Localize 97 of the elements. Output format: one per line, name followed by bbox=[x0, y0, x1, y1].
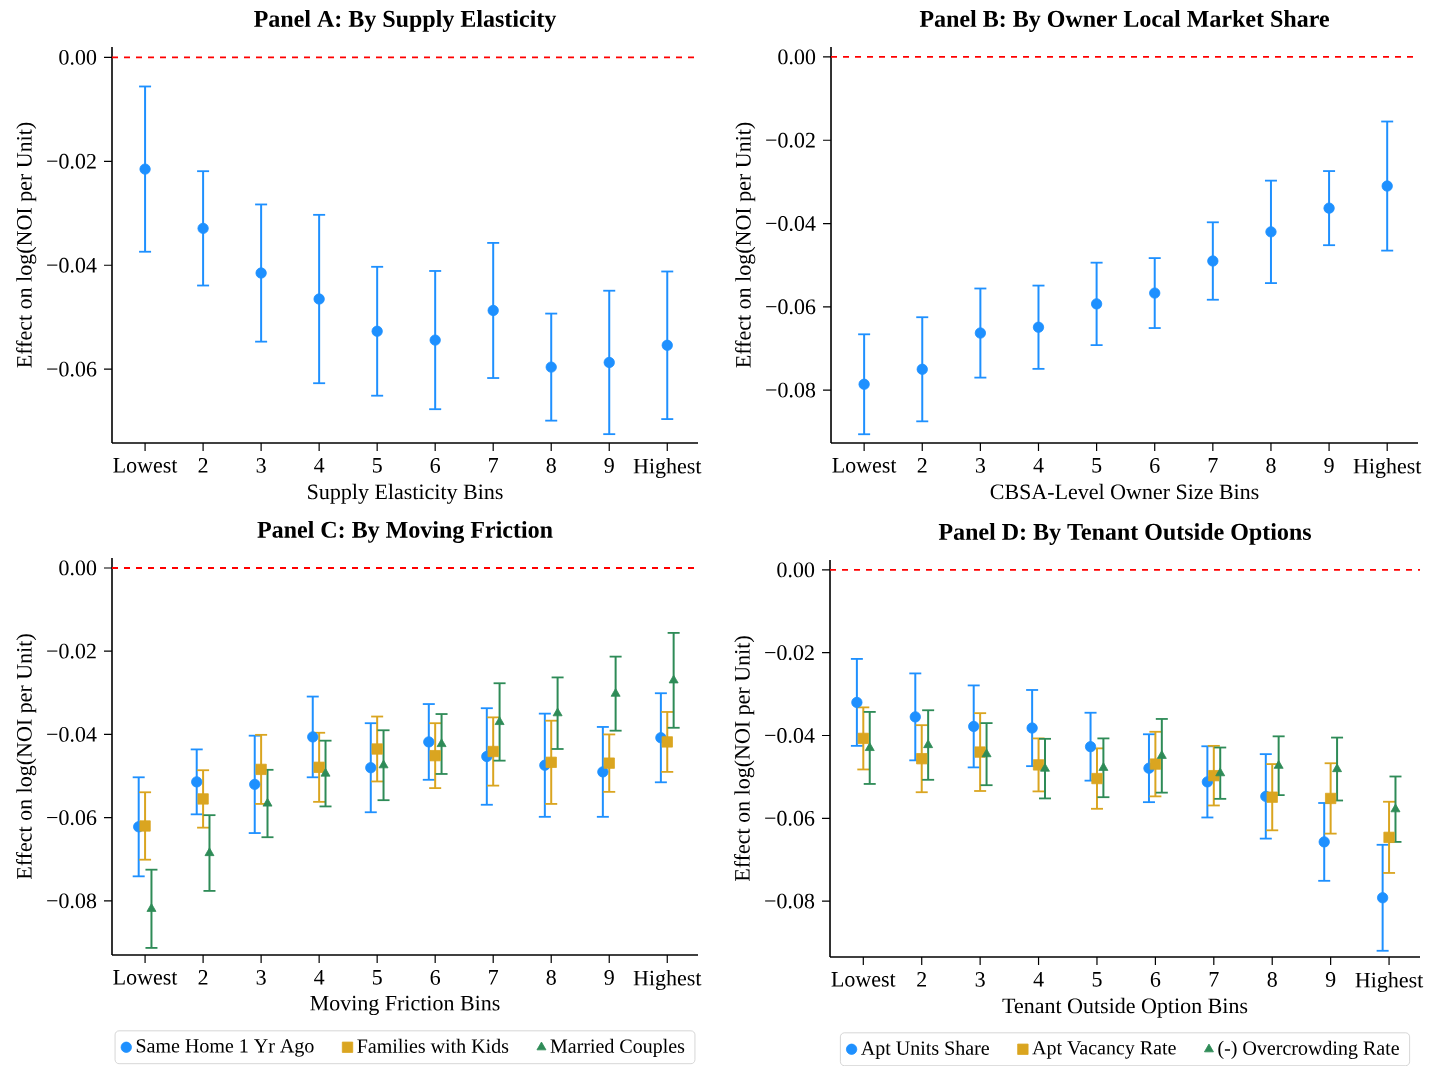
x-tick-label: 2 bbox=[917, 458, 927, 473]
y-tick-label: −0.08 bbox=[47, 893, 97, 909]
point bbox=[429, 334, 441, 346]
x-tick-label: 7 bbox=[489, 970, 499, 985]
x-tick-label: 3 bbox=[975, 458, 985, 473]
x-axis-title: CBSA-Level Owner Size Bins bbox=[990, 483, 1259, 500]
legend-label: Apt Units Share bbox=[860, 1040, 989, 1059]
x-tick-label: 7 bbox=[489, 458, 499, 473]
x-tick-label: 6 bbox=[430, 458, 441, 473]
x-tick-label: 4 bbox=[314, 970, 325, 985]
x-tick-label: 9 bbox=[604, 458, 614, 473]
y-tick-label: −0.04 bbox=[47, 257, 97, 273]
y-axis-title: Effect on log(NOI per Unit) bbox=[16, 122, 37, 368]
point bbox=[1032, 321, 1045, 333]
x-tick-label: Highest bbox=[1355, 972, 1424, 993]
x-tick-label: 3 bbox=[975, 972, 985, 987]
y-tick-label: −0.04 bbox=[765, 728, 815, 743]
y-tick-label: −0.02 bbox=[765, 645, 814, 661]
legend-label: Same Home 1 Yr Ago bbox=[136, 1039, 314, 1057]
y-tick-label: 0.00 bbox=[777, 562, 815, 578]
point bbox=[858, 378, 870, 390]
x-tick-label: 7 bbox=[1209, 972, 1219, 987]
y-tick-label: −0.06 bbox=[766, 299, 816, 315]
chart-title: Panel A: By Supply Elasticity bbox=[254, 10, 557, 32]
point bbox=[916, 363, 928, 375]
legend-label: Married Couples bbox=[550, 1038, 685, 1057]
x-tick-label: 5 bbox=[1092, 458, 1102, 473]
x-tick-label: Lowest bbox=[831, 972, 896, 987]
point bbox=[661, 339, 673, 351]
x-axis-title: Moving Friction Bins bbox=[310, 995, 500, 1016]
y-tick-label: 0.00 bbox=[59, 560, 97, 576]
x-tick-label: 8 bbox=[1266, 458, 1276, 473]
point bbox=[139, 163, 151, 175]
x-tick-label: 4 bbox=[1033, 972, 1044, 987]
y-tick-label: −0.02 bbox=[766, 132, 815, 148]
y-tick-label: −0.06 bbox=[47, 810, 97, 826]
x-tick-label: 4 bbox=[1033, 458, 1044, 473]
x-tick-label: 3 bbox=[256, 458, 266, 473]
y-axis-title: Effect on log(NOI per Unit) bbox=[734, 636, 755, 882]
x-tick-label: 5 bbox=[1092, 972, 1102, 987]
y-axis-title: Effect on log(NOI per Unit) bbox=[735, 122, 756, 368]
x-tick-label: 9 bbox=[604, 970, 614, 985]
x-tick-label: 7 bbox=[1208, 458, 1218, 473]
y-tick-label: −0.02 bbox=[47, 153, 96, 169]
point bbox=[371, 325, 383, 337]
x-tick-label: 6 bbox=[1150, 458, 1160, 473]
x-tick-label: Lowest bbox=[832, 458, 897, 473]
x-tick-label: 4 bbox=[314, 458, 325, 473]
point bbox=[197, 222, 209, 234]
point bbox=[1381, 180, 1393, 192]
x-tick-label: Lowest bbox=[113, 458, 178, 473]
x-tick-label: Highest bbox=[633, 458, 702, 479]
point bbox=[545, 361, 557, 373]
point bbox=[974, 327, 986, 339]
legend-label: Families with Kids bbox=[357, 1038, 509, 1053]
y-tick-label: −0.06 bbox=[47, 361, 97, 377]
x-tick-label: 2 bbox=[198, 970, 208, 985]
x-tick-label: 9 bbox=[1325, 972, 1336, 987]
y-tick-label: −0.04 bbox=[47, 726, 97, 742]
point bbox=[1207, 255, 1219, 267]
chart-title: Panel D: By Tenant Outside Options bbox=[938, 523, 1312, 545]
chart-title: Panel B: By Owner Local Market Share bbox=[919, 10, 1329, 32]
legend-label: Apt Vacancy Rate bbox=[1032, 1041, 1176, 1059]
x-tick-label: 2 bbox=[198, 458, 208, 473]
point bbox=[603, 356, 615, 368]
y-tick-label: 0.00 bbox=[59, 49, 97, 65]
x-tick-label: 8 bbox=[546, 458, 556, 473]
y-tick-label: −0.08 bbox=[766, 382, 816, 398]
x-tick-label: Highest bbox=[1353, 458, 1422, 479]
x-axis-title: Tenant Outside Option Bins bbox=[1002, 997, 1248, 1018]
x-tick-label: Highest bbox=[633, 970, 702, 991]
y-tick-label: −0.02 bbox=[47, 643, 96, 659]
point bbox=[1323, 202, 1335, 214]
x-tick-label: 5 bbox=[372, 458, 382, 473]
y-axis-title: Effect on log(NOI per Unit) bbox=[16, 634, 37, 880]
point bbox=[487, 304, 499, 317]
x-tick-label: 6 bbox=[430, 970, 441, 985]
point bbox=[313, 293, 325, 305]
point bbox=[1265, 226, 1277, 238]
x-axis-title: Supply Elasticity Bins bbox=[308, 483, 503, 504]
x-tick-label: 9 bbox=[1324, 458, 1334, 473]
y-tick-label: 0.00 bbox=[778, 49, 816, 65]
x-tick-label: 5 bbox=[372, 970, 382, 985]
point bbox=[1149, 287, 1161, 299]
point bbox=[1091, 298, 1103, 310]
y-tick-label: −0.06 bbox=[765, 810, 815, 826]
chart-title: Panel C: By Moving Friction bbox=[257, 520, 553, 543]
x-tick-label: 2 bbox=[917, 972, 927, 987]
x-tick-label: 8 bbox=[546, 970, 556, 985]
x-tick-label: 8 bbox=[1267, 972, 1277, 987]
x-tick-label: Lowest bbox=[113, 970, 178, 985]
x-tick-label: 6 bbox=[1150, 972, 1161, 987]
point bbox=[255, 267, 267, 279]
y-tick-label: −0.08 bbox=[765, 893, 815, 909]
y-tick-label: −0.04 bbox=[766, 216, 816, 231]
x-tick-label: 3 bbox=[256, 970, 266, 985]
legend-label: (-) Overcrowding Rate bbox=[1218, 1040, 1399, 1059]
